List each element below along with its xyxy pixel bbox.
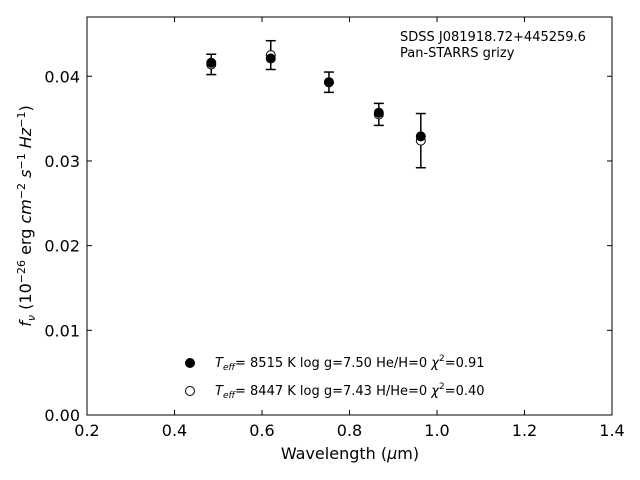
legend-marker-filled — [185, 358, 195, 368]
y-axis: 0.00 0.01 0.02 0.03 0.04 — [44, 67, 612, 425]
x-tick-label: 0.6 — [249, 421, 274, 440]
point-filled-model — [323, 77, 334, 88]
point-filled-model — [415, 131, 426, 142]
legend-entry-1: Teff= 8515 K log g=7.50 He/H=0 χ2=0.91 — [215, 354, 485, 373]
y-tick-label: 0.03 — [44, 152, 80, 171]
x-tick-label: 0.8 — [337, 421, 362, 440]
point-filled-model — [373, 107, 384, 118]
x-tick-label: 1.0 — [424, 421, 449, 440]
y-tick-label: 0.00 — [44, 406, 80, 425]
point-filled-model — [265, 53, 276, 64]
x-axis: 0.2 0.4 0.6 0.8 1.0 1.2 1.4 — [74, 17, 625, 440]
legend-entry-2: Teff= 8447 K log g=7.43 H/He=0 χ2=0.40 — [215, 382, 485, 401]
annotation-object: SDSS J081918.72+445259.6 — [400, 30, 586, 45]
point-filled-model — [206, 57, 217, 68]
error-bars — [206, 39, 426, 169]
y-axis-label: fν (10−26 erg cm−2 s−1 Hz−1) — [15, 105, 38, 326]
x-tick-label: 1.2 — [512, 421, 537, 440]
y-tick-label: 0.01 — [44, 321, 80, 340]
x-axis-label: Wavelength (μm) — [281, 444, 419, 463]
legend-marker-open — [185, 386, 195, 396]
y-tick-label: 0.04 — [44, 67, 80, 86]
data-points — [206, 50, 426, 146]
x-tick-label: 1.4 — [599, 421, 624, 440]
legend: Teff= 8515 K log g=7.50 He/H=0 χ2=0.91 T… — [185, 354, 485, 401]
y-tick-label: 0.02 — [44, 237, 80, 256]
annotation-survey: Pan-STARRS grizy — [400, 46, 515, 61]
x-tick-label: 0.2 — [74, 421, 99, 440]
x-tick-label: 0.4 — [162, 421, 187, 440]
